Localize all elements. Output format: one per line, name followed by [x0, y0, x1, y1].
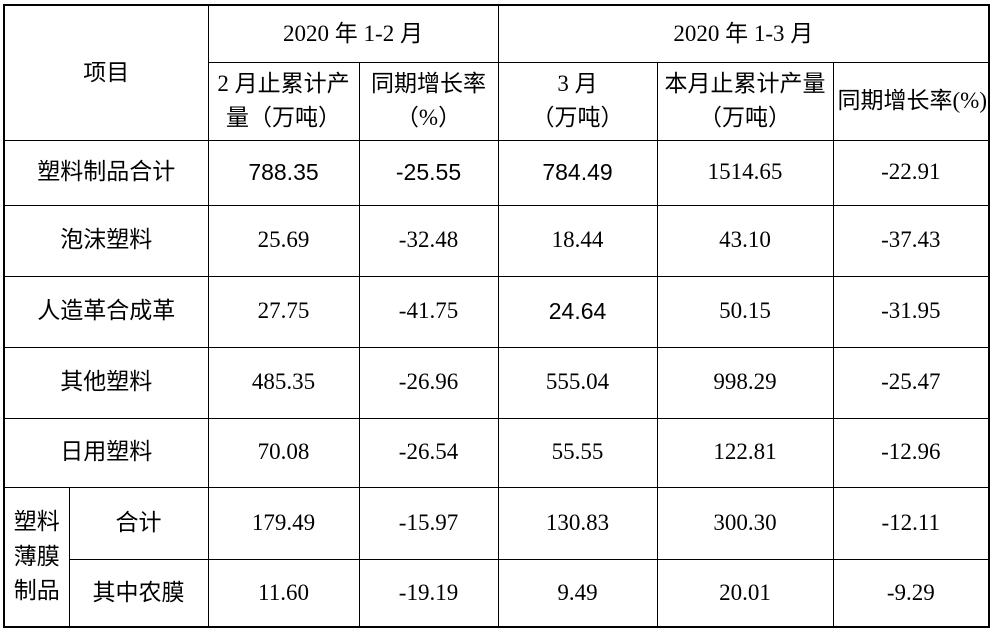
- cell-value: 70.08: [207, 417, 360, 488]
- row-label: 其中农膜: [68, 558, 209, 628]
- cell-value: -41.75: [358, 275, 499, 348]
- cell-value: 122.81: [656, 417, 834, 488]
- row-label: 泡沫塑料: [3, 204, 209, 277]
- cell-value: 20.01: [656, 558, 834, 628]
- row-label: 其他塑料: [3, 346, 209, 419]
- cell-value: -12.96: [832, 417, 990, 488]
- row-label: 人造革合成革: [3, 275, 209, 348]
- table-row-total: 塑料制品合计 788.35 -25.55 784.49 1514.65 -22.…: [3, 139, 990, 206]
- production-table: 项目 2020 年 1-2 月 2020 年 1-3 月 2 月止累计产 量（万…: [3, 4, 991, 628]
- header-group-jan-mar: 2020 年 1-3 月: [497, 4, 990, 63]
- cell-value: -25.47: [832, 346, 990, 419]
- cell-value: -37.43: [832, 204, 990, 277]
- cell-value: -9.29: [832, 558, 990, 628]
- header-line: （万吨）: [531, 105, 624, 130]
- cell-value: 55.55: [497, 417, 658, 488]
- cell-value: 27.75: [207, 275, 360, 348]
- header-line: 同期增长率: [371, 70, 486, 96]
- cell-value: 485.35: [207, 346, 360, 419]
- cell-value: 50.15: [656, 275, 834, 348]
- cell-value: -26.54: [358, 417, 499, 488]
- header-growth-rate-1: 同期增长率 （%）: [358, 61, 499, 141]
- header-growth-rate-2: 同期增长率(%): [832, 61, 990, 141]
- header-month-cumulative: 本月止累计产量 （万吨）: [656, 61, 834, 141]
- row-label: 合计: [68, 486, 209, 560]
- header-row-groups: 项目 2020 年 1-2 月 2020 年 1-3 月: [3, 4, 990, 141]
- cell-value: 43.10: [656, 204, 834, 277]
- header-march: 3 月 （万吨）: [497, 61, 658, 141]
- header-line: 3 月: [557, 70, 598, 96]
- cell-value: -26.96: [358, 346, 499, 419]
- cell-value: 179.49: [207, 486, 360, 560]
- header-line: （%）: [395, 105, 462, 130]
- table-row-foam: 泡沫塑料 25.69 -32.48 18.44 43.10 -37.43: [3, 204, 990, 277]
- cell-value: 24.64: [497, 275, 658, 348]
- header-row-subcolumns: 2 月止累计产 量（万吨） 同期增长率 （%） 3 月 （万吨） 本月止累计产量…: [4, 61, 990, 141]
- header-line: 2 月止累计产: [217, 70, 350, 96]
- cell-value: 1514.65: [656, 139, 834, 206]
- cell-value: 784.49: [497, 139, 658, 206]
- cell-value: 9.49: [497, 558, 658, 628]
- header-item: 项目: [3, 4, 209, 141]
- cell-value: -19.19: [358, 558, 499, 628]
- cell-value: 25.69: [207, 204, 360, 277]
- header-line: 本月止累计产量: [664, 70, 826, 96]
- cell-value: 788.35: [207, 139, 360, 206]
- cell-value: -15.97: [358, 486, 499, 560]
- cell-value: 998.29: [656, 346, 834, 419]
- cell-value: -25.55: [358, 139, 499, 206]
- cell-value: -22.91: [832, 139, 990, 206]
- row-label: 塑料制品合计: [3, 139, 209, 206]
- table-row-other: 其他塑料 485.35 -26.96 555.04 998.29 -25.47: [3, 346, 990, 419]
- table-row-film-total: 塑料薄膜制品 合计 179.49 -15.97 130.83 300.30 -1…: [3, 486, 990, 628]
- cell-value: 11.60: [207, 558, 360, 628]
- header-line: 量（万吨）: [226, 105, 341, 130]
- cell-value: -31.95: [832, 275, 990, 348]
- cell-value: 555.04: [497, 346, 658, 419]
- table-row-leather: 人造革合成革 27.75 -41.75 24.64 50.15 -31.95: [3, 275, 990, 348]
- cell-value: 300.30: [656, 486, 834, 560]
- row-label: 日用塑料: [3, 417, 209, 488]
- header-line: （万吨）: [699, 105, 792, 130]
- header-feb-cumulative: 2 月止累计产 量（万吨）: [207, 61, 360, 141]
- cell-value: 18.44: [497, 204, 658, 277]
- cell-value: 130.83: [497, 486, 658, 560]
- cell-value: -12.11: [832, 486, 990, 560]
- header-group-jan-feb: 2020 年 1-2 月: [207, 4, 499, 63]
- table-row-agricultural-film: 其中农膜 11.60 -19.19 9.49 20.01 -9.29: [4, 558, 990, 628]
- table-row-daily-use: 日用塑料 70.08 -26.54 55.55 122.81 -12.96: [3, 417, 990, 488]
- row-group-label: 塑料薄膜制品: [3, 486, 70, 628]
- cell-value: -32.48: [358, 204, 499, 277]
